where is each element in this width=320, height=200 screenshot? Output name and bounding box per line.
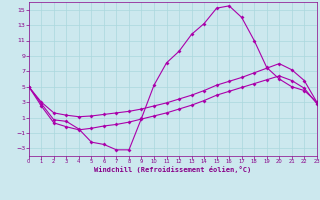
X-axis label: Windchill (Refroidissement éolien,°C): Windchill (Refroidissement éolien,°C) <box>94 166 252 173</box>
